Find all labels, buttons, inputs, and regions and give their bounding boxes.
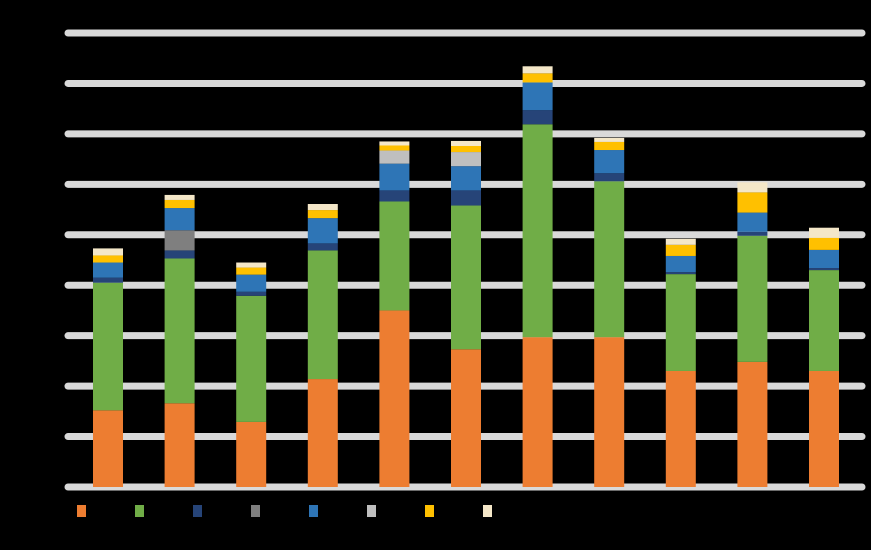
bar-segment bbox=[522, 110, 553, 125]
bar-segment bbox=[307, 210, 338, 219]
bar-segment bbox=[379, 310, 410, 487]
bar-segment bbox=[594, 150, 625, 174]
bar-segment bbox=[307, 243, 338, 251]
bar-segment bbox=[379, 141, 410, 146]
bar-segment bbox=[379, 150, 410, 164]
bar-segment bbox=[737, 182, 768, 193]
bar-segment bbox=[164, 194, 195, 200]
bar-segment bbox=[522, 337, 553, 487]
bar-segment bbox=[93, 255, 123, 263]
bar-segment bbox=[451, 152, 481, 167]
bar-segment bbox=[665, 255, 696, 273]
bar-segment bbox=[164, 258, 195, 404]
legend-swatch bbox=[77, 505, 86, 517]
legend-swatch bbox=[309, 505, 318, 517]
legend-swatch bbox=[193, 505, 202, 517]
bar-segment bbox=[93, 248, 123, 256]
bar-segment bbox=[236, 274, 267, 292]
bar-segment bbox=[451, 205, 481, 350]
bar-segment bbox=[164, 230, 195, 251]
bar-segment bbox=[809, 370, 839, 487]
bar-segment bbox=[93, 410, 123, 487]
bar-segment bbox=[379, 190, 410, 202]
bar-segment bbox=[522, 66, 553, 74]
bar-segment bbox=[451, 145, 481, 153]
bar-segment bbox=[594, 181, 625, 338]
bar-segment bbox=[737, 231, 768, 236]
bar-segment bbox=[307, 379, 338, 487]
bar-segment bbox=[164, 199, 195, 209]
bar-segment bbox=[809, 227, 839, 238]
bar-segment bbox=[809, 270, 839, 371]
bar-segment bbox=[737, 212, 768, 232]
bar-segment bbox=[164, 250, 195, 259]
bar-segment bbox=[379, 145, 410, 151]
bar-segment bbox=[307, 218, 338, 244]
bar-segment bbox=[451, 166, 481, 191]
bar-segment bbox=[451, 140, 481, 146]
bar-segment bbox=[809, 237, 839, 250]
bar-segment bbox=[665, 272, 696, 275]
bar-segment bbox=[93, 262, 123, 278]
legend-swatch bbox=[251, 505, 260, 517]
bar-segment bbox=[594, 137, 625, 142]
bar-segment bbox=[594, 173, 625, 182]
bar-segment bbox=[93, 282, 123, 411]
bar-segment bbox=[665, 274, 696, 371]
bar-segment bbox=[665, 238, 696, 245]
bar-segment bbox=[236, 295, 267, 422]
bar-segment bbox=[665, 244, 696, 256]
legend-swatch bbox=[367, 505, 376, 517]
bar-segment bbox=[451, 349, 481, 487]
bar-segment bbox=[809, 249, 839, 269]
bar-segment bbox=[522, 124, 553, 338]
bar-segment bbox=[737, 235, 768, 362]
bar-segment bbox=[379, 201, 410, 311]
bar-segment bbox=[93, 277, 123, 283]
bar-segment bbox=[236, 262, 267, 268]
bar-segment bbox=[307, 204, 338, 211]
bar-segment bbox=[737, 361, 768, 487]
bar-segment bbox=[236, 267, 267, 275]
bar-segment bbox=[307, 250, 338, 380]
bar-segment bbox=[809, 268, 839, 271]
bar-segment bbox=[164, 403, 195, 487]
bar-segment bbox=[594, 141, 625, 151]
bar-segment bbox=[451, 190, 481, 206]
legend-swatch bbox=[425, 505, 434, 517]
bar-segment bbox=[236, 421, 267, 487]
legend-swatch bbox=[483, 505, 492, 517]
bar-segment bbox=[236, 291, 267, 296]
bar-segment bbox=[737, 192, 768, 213]
legend-swatch bbox=[135, 505, 144, 517]
bar-segment bbox=[665, 370, 696, 487]
bar-segment bbox=[522, 73, 553, 83]
bar-segment bbox=[522, 82, 553, 111]
bar-segment bbox=[594, 337, 625, 487]
bar-segment bbox=[164, 208, 195, 231]
bar-segment bbox=[379, 163, 410, 191]
